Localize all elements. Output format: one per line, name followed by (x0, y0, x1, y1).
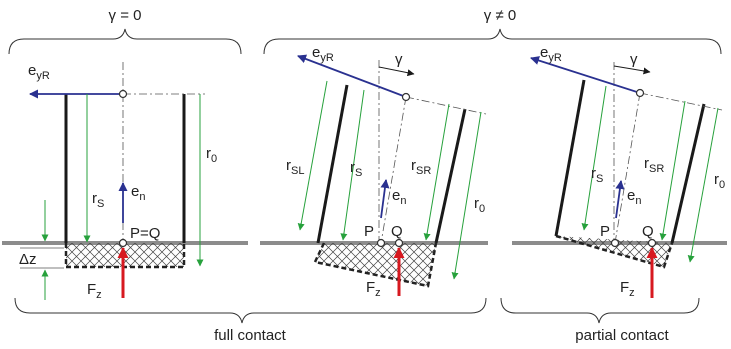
label-r0: r0 (474, 195, 485, 215)
wheel-axis-line (639, 92, 723, 111)
deformed-contour (64, 243, 186, 269)
normal-vector-en (380, 179, 390, 219)
label-delta-z: Δz (19, 251, 37, 268)
wheel-axis-line (405, 96, 487, 115)
label-rSR: rSR (644, 155, 664, 175)
deformed-contour (313, 242, 438, 288)
camber-angle-arc (378, 66, 415, 77)
label-P: P (364, 223, 374, 240)
contact-patch-deformation (315, 243, 436, 286)
wheel-center-plane (614, 92, 641, 244)
panel-gamma-nonzero-partial: γ eyR rS rSR r0 en P Q Fz (512, 44, 727, 299)
wheel-center-point (118, 89, 128, 99)
label-P: P (600, 223, 610, 240)
contact-point-P (376, 238, 386, 248)
radius-rSR (659, 100, 686, 241)
tire-sidewall-left (316, 84, 349, 244)
label-eyR: eyR (312, 44, 334, 64)
deformed-contour (555, 234, 674, 269)
contact-point-PQ (118, 238, 128, 248)
contact-point-Q (647, 238, 657, 248)
tire-sidewall-left (554, 79, 586, 237)
label-rS: rS (92, 190, 104, 210)
wheel-center-point (635, 88, 645, 98)
label-Q: Q (642, 223, 654, 240)
radius-rS (581, 85, 607, 231)
tire-sidewall-right (670, 103, 706, 244)
label-r0: r0 (714, 171, 725, 191)
contact-patch-deformation (66, 243, 184, 267)
label-en: en (627, 187, 641, 207)
camber-angle-arc (613, 65, 651, 75)
brace-gamma-zero (8, 28, 242, 55)
radius-rS (340, 89, 365, 241)
label-en: en (131, 183, 145, 203)
label-P-equals-Q: P=Q (130, 225, 160, 242)
brace-full-contact (14, 297, 487, 324)
label-en: en (392, 187, 406, 207)
wheel-center-plane (380, 96, 407, 244)
caption-partial-contact: partial contact (575, 327, 669, 344)
caption-full-contact: full contact (214, 327, 287, 344)
brace-partial-contact (500, 297, 700, 324)
contact-point-Q (394, 238, 404, 248)
label-Q: Q (391, 223, 403, 240)
label-eyR: eyR (540, 44, 562, 64)
radius-r0 (451, 111, 482, 280)
panel-gamma-nonzero-full: γ eyR rSL rS rSR r0 en P Q Fz (260, 44, 488, 299)
label-rS: rS (350, 159, 362, 179)
label-Fz: Fz (620, 279, 635, 299)
tire-sidewall-right (434, 108, 467, 244)
wheel-center-point (401, 92, 411, 102)
radius-r0 (687, 107, 719, 263)
normal-vector-en (615, 180, 625, 219)
axis-vector-eyR (297, 54, 407, 98)
label-rSR: rSR (411, 157, 431, 177)
header-gamma-nonzero: γ ≠ 0 (484, 7, 516, 24)
label-eyR: eyR (28, 62, 50, 82)
label-r0: r0 (206, 145, 217, 165)
label-Fz: Fz (87, 281, 102, 301)
radius-rSL (297, 80, 328, 231)
brace-gamma-nonzero (263, 28, 722, 55)
label-rS: rS (591, 165, 603, 185)
label-Fz: Fz (366, 279, 381, 299)
label-gamma: γ (630, 51, 638, 68)
panel-gamma-zero: eyR rS r0 en P=Q Fz Δz (2, 62, 248, 301)
label-rSL: rSL (286, 157, 304, 177)
label-gamma: γ (395, 51, 403, 68)
header-gamma-zero: γ = 0 (109, 7, 142, 24)
contact-point-P (610, 238, 620, 248)
radius-rSR (423, 103, 450, 241)
axis-vector-eyR (530, 56, 641, 94)
